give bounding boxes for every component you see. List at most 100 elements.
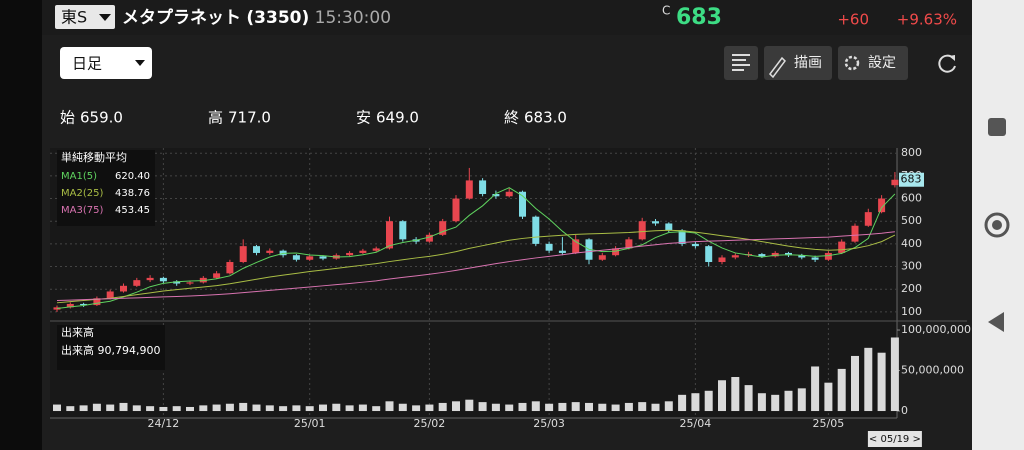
- candle-body: [878, 198, 886, 213]
- list-icon: [732, 54, 750, 71]
- y-tick-label: 600: [901, 192, 922, 205]
- ma-line: [56, 187, 896, 309]
- draw-button[interactable]: [764, 46, 832, 80]
- close-mark: C: [662, 4, 670, 18]
- candle-body: [691, 243, 699, 247]
- volume-bar: [837, 368, 846, 412]
- legend-name: MA1(5): [61, 171, 97, 182]
- volume-bar: [132, 405, 141, 412]
- volume-bar: [558, 402, 567, 412]
- candle-body: [492, 194, 500, 197]
- candle-body: [425, 234, 433, 242]
- volume-bar: [465, 399, 474, 412]
- gear-icon: [844, 55, 860, 71]
- x-tick-label: 25/01: [294, 417, 326, 430]
- volume-bar: [119, 402, 128, 412]
- candle-body: [652, 221, 659, 224]
- ohlc-label: 終: [504, 109, 519, 127]
- volume-bar: [678, 394, 687, 412]
- nav-recent[interactable]: [988, 118, 1006, 136]
- stock-title: メタプラネット (3350) 15:30:00: [122, 7, 391, 28]
- volume-bar: [332, 403, 341, 412]
- volume-legend: 出来高 90,794,900: [61, 343, 160, 357]
- volume-bar: [305, 406, 314, 412]
- candle-body: [386, 221, 393, 249]
- pencil-icon: [769, 56, 786, 79]
- volume-bar: [199, 405, 208, 412]
- candle-body: [346, 252, 354, 256]
- x-tick-label: 25/03: [533, 417, 565, 430]
- candle-body: [758, 254, 766, 257]
- x-tick-label: 25/05: [813, 417, 845, 430]
- period-select[interactable]: [60, 47, 152, 79]
- legend-name: 出来高: [61, 343, 94, 357]
- y-tick-label: 50,000,000: [901, 364, 964, 377]
- candle-body: [465, 180, 473, 199]
- candle-body: [824, 252, 832, 260]
- ohlc-label: 安: [356, 109, 371, 127]
- candle-body: [239, 246, 247, 263]
- ma-line: [56, 231, 895, 302]
- volume-bar: [851, 355, 859, 412]
- candle-body: [439, 221, 447, 235]
- draw-label: 描画: [794, 55, 822, 71]
- volume-bar: [757, 393, 766, 412]
- volume-bar: [79, 405, 88, 412]
- volume-bar: [691, 393, 700, 412]
- candle-body: [811, 257, 819, 260]
- indicator-button[interactable]: [724, 46, 758, 80]
- legend-name: MA2(25): [61, 188, 103, 199]
- nav-back[interactable]: [988, 312, 1004, 332]
- volume-bar: [771, 394, 780, 412]
- nav-home[interactable]: [984, 212, 1010, 238]
- candle-body: [771, 252, 779, 257]
- volume-bar: [478, 402, 487, 412]
- candle-body: [705, 246, 713, 263]
- volume-bar: [292, 405, 301, 412]
- candle-body: [519, 191, 526, 217]
- volume-bar: [491, 403, 500, 412]
- volume-bar: [372, 406, 381, 412]
- stock-name: メタプラネット: [122, 7, 241, 28]
- candle-body: [625, 239, 633, 249]
- ohlc-value: 659.0: [80, 109, 123, 127]
- candle-body: [545, 243, 553, 251]
- volume-bar: [425, 404, 434, 412]
- volume-bar: [385, 401, 394, 412]
- candle-body: [891, 179, 899, 186]
- volume-bar: [664, 401, 673, 412]
- candle-body: [226, 262, 234, 274]
- ma-line: [56, 229, 896, 304]
- settings-button[interactable]: [838, 46, 908, 80]
- market-caret: [99, 14, 111, 21]
- volume-bar: [452, 401, 460, 412]
- ma-legend-box: [57, 150, 155, 226]
- candle-body: [785, 252, 792, 256]
- candle-body: [505, 191, 513, 197]
- stock-code: (3350): [246, 8, 309, 28]
- volume-bar: [651, 403, 660, 412]
- ohlc-value: 683.0: [524, 109, 567, 127]
- volume-bar: [159, 406, 168, 412]
- x-tick-label: 24/12: [148, 417, 180, 430]
- y-tick-label: 400: [901, 237, 922, 250]
- ma-legend-title: 単純移動平均: [61, 150, 127, 164]
- volume-title: 出来高: [61, 325, 94, 339]
- volume-bar: [172, 406, 181, 412]
- refresh-arrow: [949, 55, 955, 61]
- candle-body: [851, 225, 859, 242]
- change: +60: [837, 11, 869, 29]
- legend-value: 438.76: [115, 188, 150, 199]
- change-pct: +9.63%: [897, 11, 957, 29]
- volume-bar: [319, 404, 327, 412]
- cursor-box: [867, 431, 922, 447]
- volume-bar: [146, 406, 155, 412]
- volume-bar: [811, 366, 820, 412]
- legend-value: 620.40: [115, 171, 150, 182]
- market-select[interactable]: [55, 5, 115, 29]
- volume-bar: [797, 388, 806, 412]
- volume-bar: [638, 402, 647, 412]
- refresh-icon[interactable]: [938, 54, 956, 73]
- volume-bar: [598, 403, 607, 412]
- candle-body: [253, 246, 260, 253]
